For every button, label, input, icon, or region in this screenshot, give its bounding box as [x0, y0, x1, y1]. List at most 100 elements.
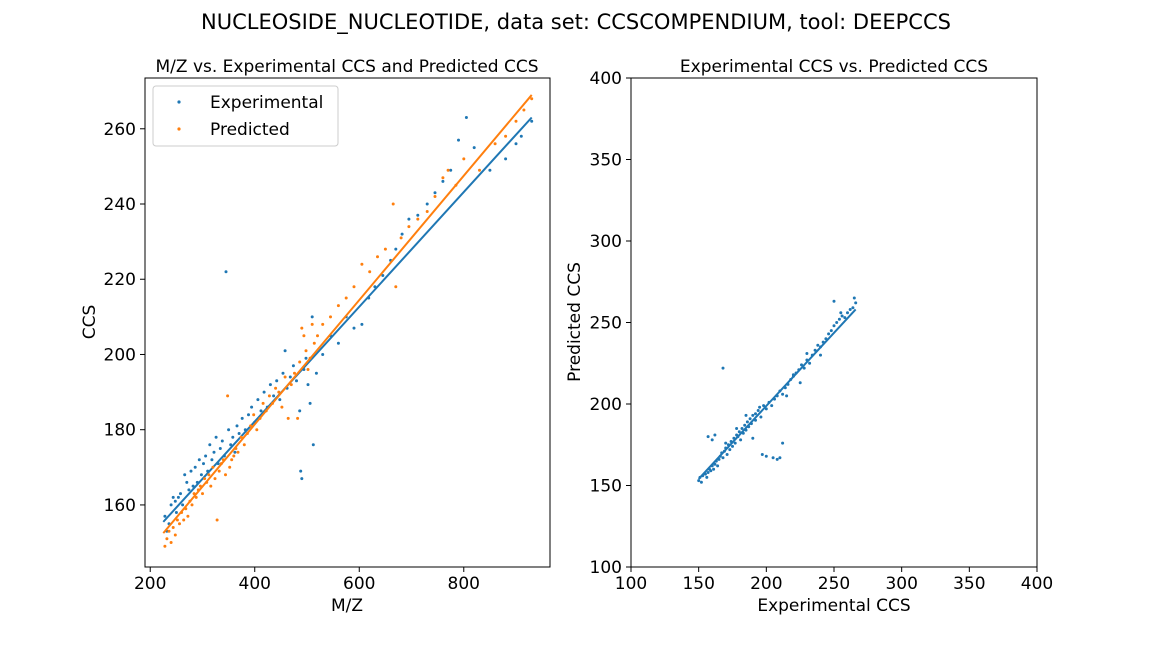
predicted-point	[391, 202, 395, 206]
experimental-point	[214, 435, 218, 439]
experimental-point	[425, 202, 429, 206]
y-tick-label: 160	[104, 496, 136, 516]
experimental-point	[278, 398, 282, 402]
experimental-point	[220, 439, 224, 443]
series-point	[759, 415, 763, 419]
predicted-point	[169, 541, 173, 544]
experimental-point	[281, 371, 285, 375]
predicted-point	[300, 326, 304, 330]
experimental-point	[256, 398, 260, 402]
predicted-point	[267, 394, 271, 398]
left-chart-y-ticks: 160 180 200 220 240 260	[104, 120, 145, 516]
predicted-point	[226, 394, 230, 398]
experimental-point	[308, 401, 312, 405]
series-point	[721, 456, 725, 460]
predicted-point	[236, 450, 240, 454]
right-chart-title: Experimental CCS vs. Predicted CCS	[680, 57, 988, 77]
predicted-point	[211, 465, 215, 469]
experimental-point	[352, 326, 356, 330]
series-point	[819, 353, 822, 357]
predicted-point	[493, 142, 497, 146]
left-chart-legend: Experimental Predicted	[152, 85, 339, 147]
predicted-point	[249, 424, 253, 428]
experimental-point	[240, 416, 244, 420]
series-point	[785, 394, 789, 398]
predicted-point	[310, 322, 314, 326]
series-point	[805, 352, 809, 355]
series-point	[848, 308, 852, 311]
right-chart-x-axis-label: Experimental CCS	[757, 596, 910, 616]
x-tick-label: 400	[1021, 574, 1053, 594]
right-chart-plot-area	[697, 296, 858, 484]
series-point	[854, 301, 858, 305]
y-tick-label: 350	[590, 151, 622, 171]
predicted-point	[286, 416, 290, 420]
series-point	[802, 366, 806, 370]
predicted-point	[478, 168, 481, 172]
series-point	[832, 324, 836, 328]
x-tick-label: 300	[885, 574, 917, 594]
experimental-point	[237, 432, 241, 435]
x-tick-label: 250	[818, 574, 850, 594]
right-chart-panel: Experimental CCS vs. Predicted CCS 100 15…	[565, 57, 1053, 616]
experimental-point	[171, 495, 175, 499]
experimental-point	[189, 469, 193, 473]
predicted-point	[165, 537, 169, 541]
series-point	[709, 469, 713, 473]
experimental-point	[295, 379, 298, 383]
experimental-point	[179, 492, 182, 496]
predicted-point	[394, 285, 398, 289]
experimental-point	[233, 450, 237, 454]
predicted-point	[462, 157, 466, 161]
series-point	[744, 413, 748, 417]
predicted-point	[171, 526, 175, 529]
experimental-point	[310, 315, 314, 319]
predicted-point	[239, 435, 243, 439]
y-tick-label: 220	[104, 270, 136, 290]
left-chart-plot-area	[162, 94, 534, 548]
experimental-point	[299, 469, 303, 473]
series-point	[728, 448, 732, 452]
predicted-point	[217, 469, 221, 473]
experimental-point	[314, 371, 318, 375]
predicted-point	[277, 390, 281, 394]
predicted-point	[224, 473, 227, 477]
series-point	[751, 413, 755, 417]
experimental-point	[381, 274, 385, 277]
left-chart-x-ticks: 200 400 600 800	[134, 567, 480, 594]
series-point	[798, 381, 802, 385]
predicted-point	[182, 518, 186, 522]
predicted-point	[433, 195, 437, 198]
experimental-point	[360, 322, 364, 326]
experimental-point	[519, 134, 523, 138]
legend-box	[152, 85, 339, 147]
series-point	[721, 366, 725, 370]
series-point	[770, 404, 774, 408]
series-point	[751, 436, 755, 440]
experimental-point	[204, 454, 208, 458]
series-point	[760, 453, 764, 456]
predicted-point	[190, 503, 194, 507]
series-fit-line	[697, 308, 857, 480]
predicted-point	[399, 236, 403, 240]
predicted-point	[312, 341, 316, 345]
series-point	[813, 348, 817, 352]
series-point	[764, 454, 768, 458]
experimental-point	[504, 157, 508, 161]
series-point	[725, 453, 729, 456]
series-point	[743, 423, 747, 427]
predicted-point	[228, 465, 232, 469]
series-point	[839, 311, 843, 315]
predicted-point	[213, 477, 217, 481]
experimental-point	[199, 473, 203, 477]
experimental-point	[472, 146, 476, 150]
series-point	[852, 296, 856, 300]
experimental-point	[259, 409, 263, 413]
experimental-point	[210, 458, 214, 462]
experimental-point	[197, 458, 201, 462]
predicted-point	[376, 255, 379, 259]
experimental-point	[262, 390, 266, 394]
predicted-point	[242, 443, 246, 447]
experimental-point	[457, 138, 460, 142]
